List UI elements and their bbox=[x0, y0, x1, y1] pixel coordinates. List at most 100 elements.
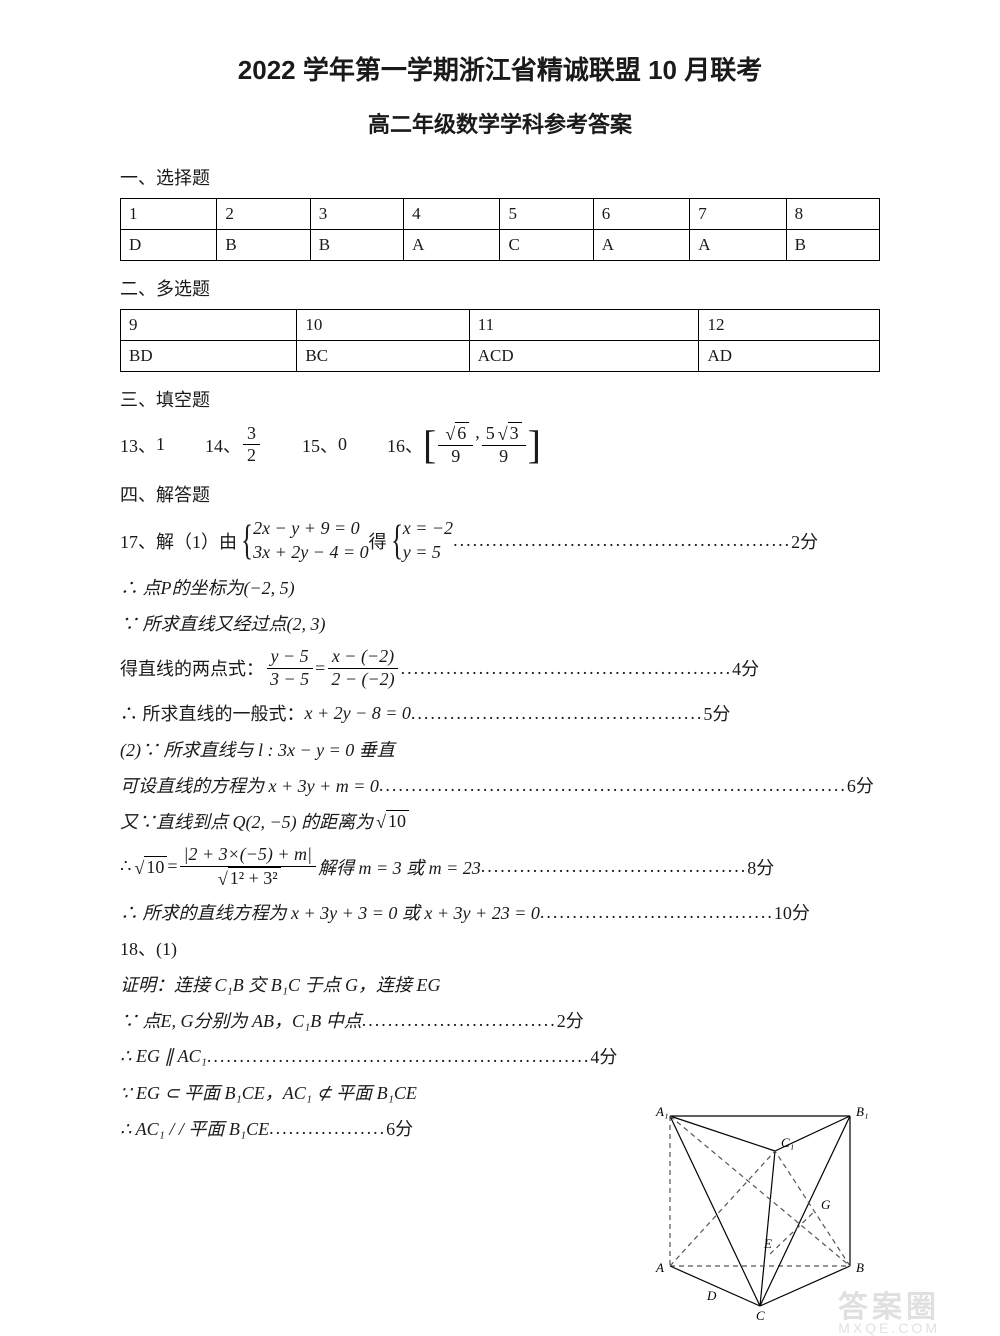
text: 得直线的两点式： bbox=[120, 655, 264, 681]
fraction: 6 9 bbox=[438, 422, 473, 467]
table-cell: C bbox=[500, 230, 593, 261]
equation: x = −2 bbox=[403, 517, 453, 540]
fraction: y − 5 3 − 5 bbox=[266, 646, 313, 690]
q17-part2-line2: 可设直线的方程为 x + 3y + m = 0 ................… bbox=[120, 772, 880, 798]
label: 14、 bbox=[205, 432, 241, 458]
score-dots: ........................................… bbox=[207, 1046, 591, 1067]
score-dots: ........................................… bbox=[379, 775, 847, 796]
table-cell: 5 bbox=[500, 199, 593, 230]
svg-text:C₁: C₁ bbox=[781, 1135, 794, 1150]
table-cell: 7 bbox=[690, 199, 786, 230]
score-dots: .................................... bbox=[540, 902, 774, 923]
q17-part2-line1: (2)∵ 所求直线与 l : 3x − y = 0 垂直 bbox=[120, 736, 880, 762]
numerator: 6 bbox=[438, 422, 473, 446]
q18-line2: ∵ 点E, G分别为 AB，C₁B 中点 ...................… bbox=[120, 1007, 880, 1033]
fill-15: 15、 0 bbox=[302, 432, 347, 458]
multi-choice-table: 9 10 11 12 BD BC ACD AD bbox=[120, 309, 880, 372]
q17-distance-eq: ∴ 10 = |2 + 3×(−5) + m| 1² + 3² 解得 m = 3… bbox=[120, 844, 880, 889]
score-dots: .................. bbox=[269, 1118, 386, 1139]
denominator: 9 bbox=[447, 446, 464, 468]
svg-text:A: A bbox=[655, 1260, 664, 1275]
table-cell: D bbox=[121, 230, 217, 261]
equation: 2x − y + 9 = 0 bbox=[253, 517, 368, 540]
numerator: x − (−2) bbox=[328, 646, 398, 669]
denominator: 1² + 3² bbox=[211, 867, 285, 890]
fraction: x − (−2) 2 − (−2) bbox=[327, 646, 398, 690]
equation: y = 5 bbox=[403, 541, 453, 564]
fill-14: 14、 3 2 bbox=[205, 423, 262, 467]
equation: 3x + 2y − 4 = 0 bbox=[253, 541, 368, 564]
numerator: 53 bbox=[482, 422, 526, 446]
brace-icon: { bbox=[241, 523, 253, 559]
numerator: y − 5 bbox=[267, 646, 313, 669]
table-cell: 8 bbox=[786, 199, 879, 230]
svg-text:E: E bbox=[763, 1236, 772, 1251]
table-cell: 12 bbox=[699, 310, 880, 341]
table-cell: 3 bbox=[310, 199, 403, 230]
table-cell: 6 bbox=[593, 199, 689, 230]
sqrt-icon: 10 bbox=[131, 856, 167, 878]
table-cell: B bbox=[310, 230, 403, 261]
equals-sign-icon: = bbox=[315, 658, 325, 679]
table-cell: 10 bbox=[297, 310, 469, 341]
fill-13: 13、 1 bbox=[120, 432, 165, 458]
section-2-heading: 二、多选题 bbox=[120, 275, 880, 301]
q18-line4: ∵ EG ⊂ 平面 B₁CE， AC₁ ⊄ 平面 B₁CE bbox=[120, 1079, 880, 1105]
svg-text:D: D bbox=[706, 1288, 717, 1303]
text: 可设直线的方程为 x + 3y + m = 0 bbox=[120, 772, 379, 798]
brace-system-2: { x = −2 y = 5 bbox=[387, 517, 453, 564]
score-dots: ........................................… bbox=[453, 530, 791, 551]
watermark-url: MXQE.COM bbox=[838, 1320, 940, 1336]
svg-text:C: C bbox=[756, 1308, 765, 1321]
table-cell: 4 bbox=[404, 199, 500, 230]
table-cell: A bbox=[690, 230, 786, 261]
q17-passes: ∵ 所求直线又经过点(2, 3) bbox=[120, 610, 880, 636]
score-label: 2分 bbox=[791, 528, 818, 554]
text: ∵ 点E, G分别为 AB，C₁B 中点 bbox=[120, 1007, 362, 1033]
q17-two-point-form: 得直线的两点式： y − 5 3 − 5 = x − (−2) 2 − (−2)… bbox=[120, 646, 880, 690]
score-dots: ........................................… bbox=[401, 658, 733, 679]
table-cell: BD bbox=[121, 341, 297, 372]
text: 又∵直线到点 Q(2, −5) 的距离为 bbox=[120, 808, 373, 834]
text: ∴ 所求直线的一般式： bbox=[120, 700, 305, 726]
q18-header: 18、(1) bbox=[120, 935, 880, 961]
q17-general-form: ∴ 所求直线的一般式： x + 2y − 8 = 0 .............… bbox=[120, 700, 880, 726]
denominator: 9 bbox=[495, 446, 512, 468]
score-label: 4分 bbox=[590, 1043, 617, 1069]
left-bracket-icon: [ bbox=[423, 422, 436, 467]
score-label: 5分 bbox=[703, 700, 730, 726]
q17-part1-line1: 17、解（1）由 { 2x − y + 9 = 0 3x + 2y − 4 = … bbox=[120, 517, 880, 564]
score-label: 8分 bbox=[747, 854, 774, 880]
q18-line3: ∴ EG ∥ AC₁ .............................… bbox=[120, 1043, 880, 1069]
text: ∴ 所求的直线方程为 x + 3y + 3 = 0 或 x + 3y + 23 … bbox=[120, 899, 540, 925]
interval-bracket: [ 6 9 , 53 9 ] bbox=[423, 422, 541, 467]
table-cell: A bbox=[593, 230, 689, 261]
text: ∴ bbox=[120, 856, 131, 877]
text: ∴ AC₁ / / 平面 B₁CE bbox=[120, 1115, 269, 1141]
numerator: |2 + 3×(−5) + m| bbox=[180, 844, 316, 867]
section-4-heading: 四、解答题 bbox=[120, 481, 880, 507]
svg-text:B₁: B₁ bbox=[856, 1106, 868, 1119]
denominator: 3 − 5 bbox=[266, 669, 313, 691]
text: ∵ EG ⊂ 平面 B₁CE， bbox=[120, 1079, 283, 1105]
equals-sign-icon: = bbox=[167, 856, 177, 877]
score-label: 2分 bbox=[557, 1007, 584, 1033]
table-cell: 2 bbox=[217, 199, 310, 230]
q18-line1: 证明：连接 C₁B 交 B₁C 于点 G，连接 EG bbox=[120, 971, 880, 997]
denominator: 2 − (−2) bbox=[327, 669, 398, 691]
brace-icon: { bbox=[391, 523, 403, 559]
score-label: 6分 bbox=[386, 1115, 413, 1141]
score-label: 4分 bbox=[732, 655, 759, 681]
q17-part2-result: ∴ 所求的直线方程为 x + 3y + 3 = 0 或 x + 3y + 23 … bbox=[120, 899, 880, 925]
section-1-heading: 一、选择题 bbox=[120, 164, 880, 190]
text: ∴ EG ∥ AC₁ bbox=[120, 1046, 207, 1067]
text: 得 bbox=[369, 528, 387, 554]
single-choice-table: 1 2 3 4 5 6 7 8 D B B A C A A B bbox=[120, 198, 880, 261]
q17-point-p: ∴ 点P的坐标为(−2, 5) bbox=[120, 574, 880, 600]
table-cell: ACD bbox=[469, 341, 699, 372]
fill-16: 16、 [ 6 9 , 53 9 ] bbox=[387, 422, 541, 467]
score-dots: ........................................… bbox=[411, 703, 704, 724]
table-cell: 11 bbox=[469, 310, 699, 341]
table-cell: B bbox=[217, 230, 310, 261]
text: 解得 m = 3 或 m = 23 bbox=[318, 854, 481, 880]
